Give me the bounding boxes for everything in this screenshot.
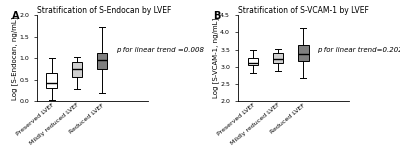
Text: Stratification of S-VCAM-1 by LVEF: Stratification of S-VCAM-1 by LVEF — [238, 6, 368, 15]
Bar — [248, 58, 258, 65]
Bar — [72, 62, 82, 77]
Y-axis label: Log [S-VCAM-1, ng/mL]: Log [S-VCAM-1, ng/mL] — [212, 18, 219, 98]
Text: p for linear trend =0.008: p for linear trend =0.008 — [116, 47, 204, 53]
Bar — [273, 53, 283, 63]
Text: Stratification of S-Endocan by LVEF: Stratification of S-Endocan by LVEF — [36, 6, 171, 15]
Bar — [97, 53, 108, 69]
Text: A: A — [12, 11, 20, 21]
Text: B: B — [213, 11, 221, 21]
Bar — [46, 73, 57, 88]
Bar — [298, 45, 308, 60]
Y-axis label: Log [S-Endocan, ng/mL]: Log [S-Endocan, ng/mL] — [11, 16, 18, 100]
Text: p for linear trend=0.202: p for linear trend=0.202 — [317, 47, 400, 53]
